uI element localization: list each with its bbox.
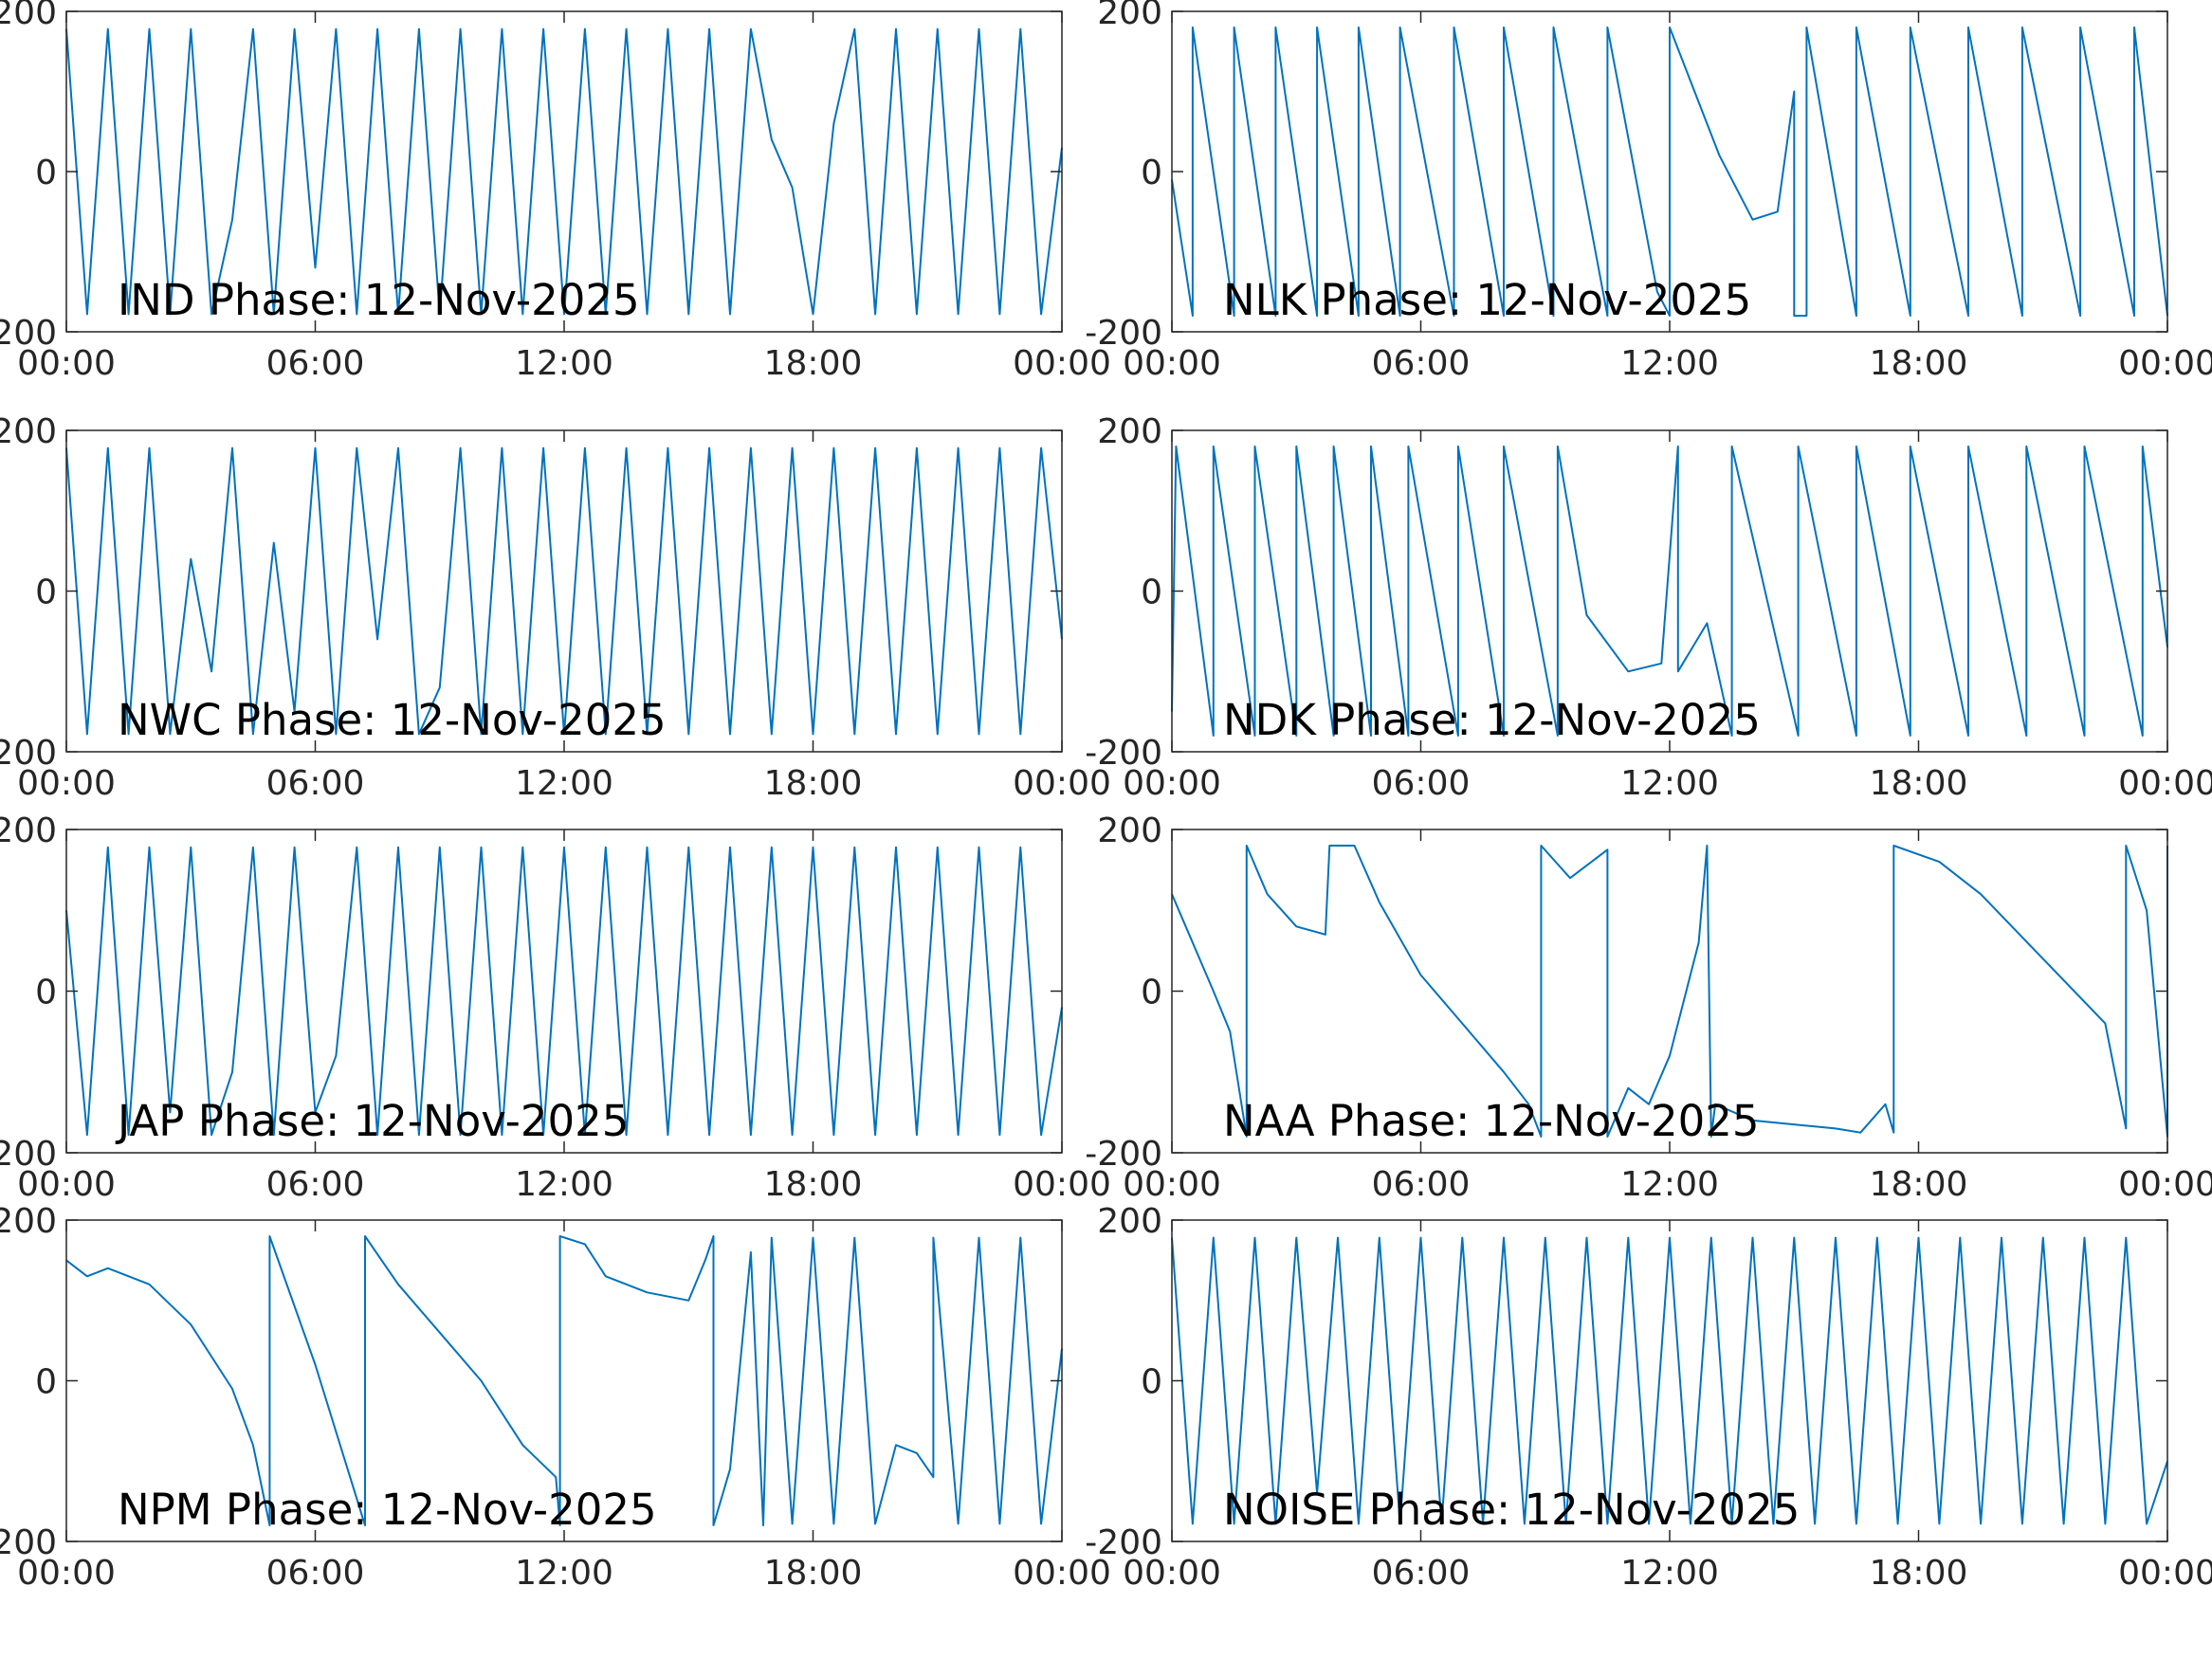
annotation: NPM Phase: 12-Nov-2025 — [118, 1485, 657, 1535]
y-tick-label: -200 — [1085, 734, 1162, 773]
y-tick-label: -200 — [0, 1135, 57, 1174]
y-tick-label: -200 — [1085, 1523, 1162, 1562]
phase-line — [65, 846, 1063, 1137]
x-tick-label: 12:00 — [515, 1554, 613, 1593]
x-tick-label: 06:00 — [1372, 764, 1471, 803]
x-tick-label: 12:00 — [1620, 1165, 1719, 1204]
x-tick-label: 12:00 — [1620, 764, 1719, 803]
x-tick-label: 00:00 — [1123, 344, 1221, 383]
x-tick-label: 18:00 — [764, 344, 863, 383]
x-tick-label: 00:00 — [1013, 1165, 1111, 1204]
x-tick-label: 12:00 — [515, 764, 613, 803]
x-tick-label: 06:00 — [1372, 1165, 1471, 1204]
y-tick-label: 200 — [1097, 811, 1162, 850]
annotation: JAP Phase: 12-Nov-2025 — [115, 1096, 629, 1146]
x-tick-label: 06:00 — [266, 344, 365, 383]
y-tick-label: 0 — [35, 154, 57, 192]
y-tick-label: -200 — [0, 314, 57, 353]
x-tick-label: 06:00 — [266, 1165, 365, 1204]
y-tick-label: -200 — [1085, 314, 1162, 353]
annotation: NLK Phase: 12-Nov-2025 — [1223, 275, 1751, 325]
y-tick-label: -200 — [0, 734, 57, 773]
x-tick-label: 06:00 — [1372, 1554, 1471, 1593]
y-tick-label: 0 — [1141, 974, 1162, 1012]
x-tick-label: 00:00 — [17, 1554, 116, 1593]
axes-box — [65, 429, 1063, 753]
axes-box — [1171, 429, 2168, 753]
x-tick-label: 00:00 — [17, 1165, 116, 1204]
x-tick-label: 18:00 — [764, 1165, 863, 1204]
y-tick-label: 200 — [0, 1202, 57, 1241]
phase-line — [1171, 845, 2168, 1138]
annotation: NDK Phase: 12-Nov-2025 — [1223, 695, 1761, 745]
x-tick-label: 18:00 — [764, 1554, 863, 1593]
phase-line — [65, 1235, 1063, 1526]
x-tick-label: 06:00 — [266, 1554, 365, 1593]
annotation: NWC Phase: 12-Nov-2025 — [118, 695, 667, 745]
axes-box — [65, 10, 1063, 333]
x-tick-label: 00:00 — [2118, 764, 2212, 803]
x-tick-label: 00:00 — [17, 764, 116, 803]
y-tick-label: 0 — [1141, 574, 1162, 612]
y-tick-label: -200 — [1085, 1135, 1162, 1174]
y-tick-label: -200 — [0, 1523, 57, 1562]
x-tick-label: 00:00 — [17, 344, 116, 383]
annotation: NOISE Phase: 12-Nov-2025 — [1223, 1485, 1800, 1535]
phase-line — [1171, 26, 2168, 318]
y-tick-label: 200 — [1097, 0, 1162, 32]
x-tick-label: 00:00 — [1013, 1554, 1111, 1593]
x-tick-label: 12:00 — [1620, 1554, 1719, 1593]
x-tick-label: 12:00 — [515, 1165, 613, 1204]
x-tick-label: 12:00 — [515, 344, 613, 383]
axes-box — [65, 829, 1063, 1154]
axes-box — [65, 1219, 1063, 1542]
x-tick-label: 00:00 — [2118, 1554, 2212, 1593]
x-tick-label: 06:00 — [266, 764, 365, 803]
y-tick-label: 200 — [0, 811, 57, 850]
y-tick-label: 200 — [1097, 412, 1162, 451]
y-tick-label: 200 — [0, 412, 57, 451]
x-tick-label: 18:00 — [1870, 1554, 1968, 1593]
axes-box — [1171, 10, 2168, 333]
x-tick-label: 00:00 — [1013, 344, 1111, 383]
phase-line — [65, 27, 1063, 316]
x-tick-label: 00:00 — [2118, 1165, 2212, 1204]
y-tick-label: 0 — [35, 974, 57, 1012]
phase-line — [1171, 1236, 2168, 1525]
annotation: IND Phase: 12-Nov-2025 — [118, 275, 640, 325]
y-tick-label: 0 — [35, 1363, 57, 1402]
phase-line — [65, 447, 1063, 736]
x-tick-label: 00:00 — [1123, 764, 1221, 803]
x-tick-label: 18:00 — [1870, 764, 1968, 803]
y-tick-label: 200 — [1097, 1202, 1162, 1241]
x-tick-label: 00:00 — [2118, 344, 2212, 383]
y-tick-label: 0 — [35, 574, 57, 612]
x-tick-label: 18:00 — [764, 764, 863, 803]
phase-line — [1171, 445, 2168, 737]
x-tick-label: 06:00 — [1372, 344, 1471, 383]
x-tick-label: 00:00 — [1013, 764, 1111, 803]
x-tick-label: 18:00 — [1870, 1165, 1968, 1204]
axes-box — [1171, 1219, 2168, 1542]
y-tick-label: 200 — [0, 0, 57, 32]
y-tick-label: 0 — [1141, 154, 1162, 192]
axes-box — [1171, 829, 2168, 1154]
x-tick-label: 00:00 — [1123, 1554, 1221, 1593]
y-tick-label: 0 — [1141, 1363, 1162, 1402]
x-tick-label: 18:00 — [1870, 344, 1968, 383]
x-tick-label: 00:00 — [1123, 1165, 1221, 1204]
x-tick-label: 12:00 — [1620, 344, 1719, 383]
annotation: NAA Phase: 12-Nov-2025 — [1223, 1096, 1760, 1146]
